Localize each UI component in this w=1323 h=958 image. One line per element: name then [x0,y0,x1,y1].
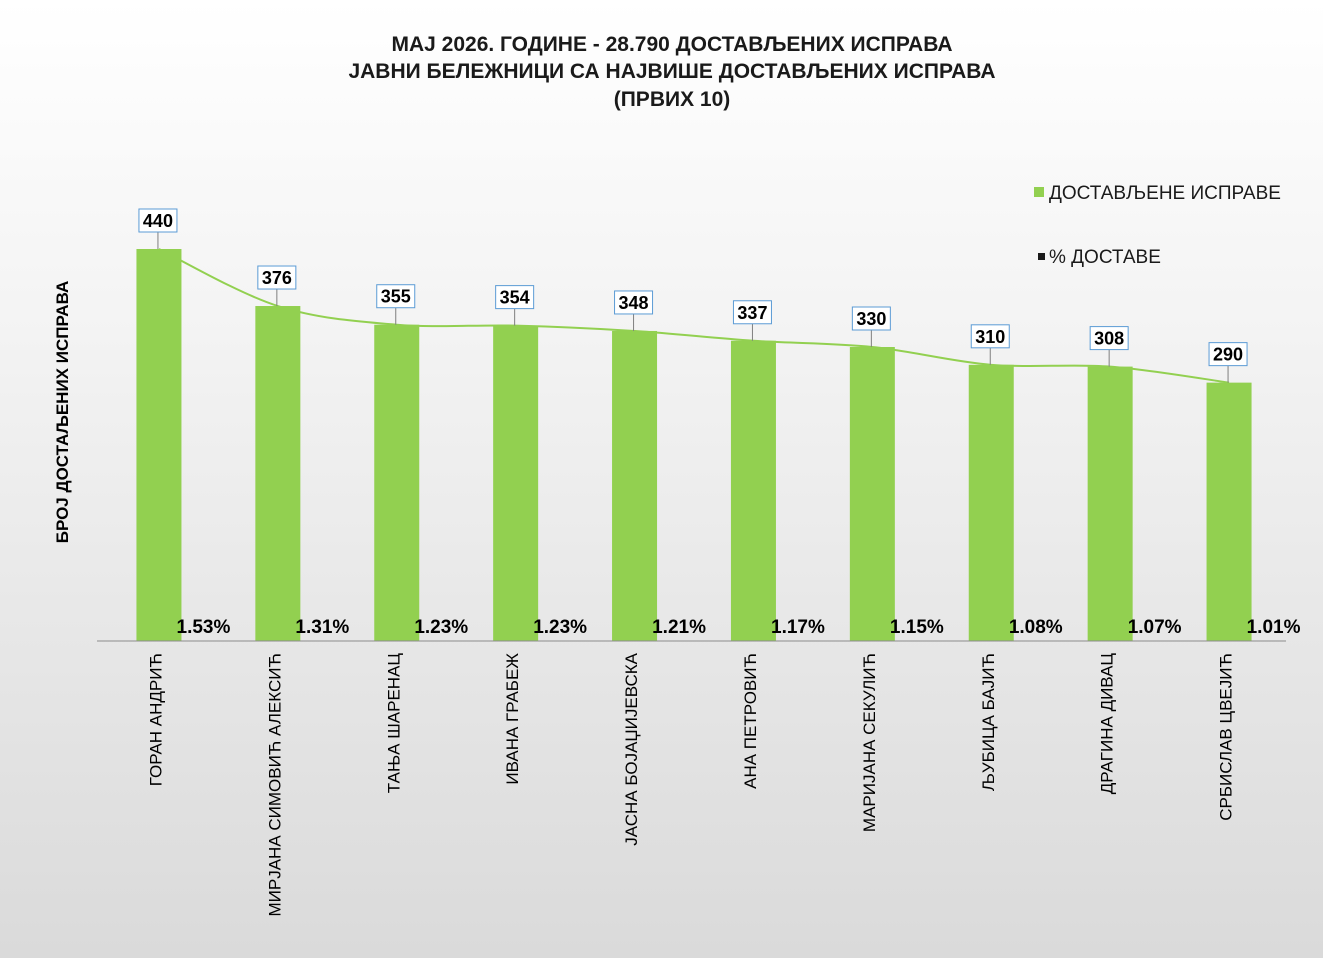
percent-label-5: 1.21% [652,617,706,638]
value-label-1: 440 [138,208,178,233]
value-label-box [495,285,535,310]
category-label-2: МИРЈАНА СИМОВИЋ АЛЕКСИЋ [265,653,284,917]
category-label-3: ТАЊА ШАРЕНАЦ [384,653,403,794]
title-line-2: ЈАВНИ БЕЛЕЖНИЦИ СА НАЈВИШЕ ДОСТАВЉЕНИХ И… [348,60,995,83]
percent-label-1: 1.53% [177,617,231,638]
bar-1 [136,249,182,641]
value-label-text: 308 [1094,329,1124,349]
bar-5 [612,330,658,641]
category-label-5: ЈАСНА БОЈАЏИЈЕВСКА [622,652,641,845]
percent-label-2: 1.31% [295,617,349,638]
legend-label-percent: % ДОСТАВЕ [1049,247,1161,268]
value-label-9: 308 [1089,326,1129,351]
title-line-3: (ПРВИХ 10) [614,88,731,111]
percent-label-3: 1.23% [414,617,468,638]
bar-2 [255,306,301,641]
value-label-box [614,290,654,315]
y-axis-label: БРОЈ ДОСТАЉЕНИХ ИСПРАВА [53,281,72,544]
value-label-2: 376 [257,265,297,290]
value-label-8: 310 [970,324,1010,349]
value-label-text: 354 [500,288,530,308]
category-label-6: АНА ПЕТРОВИЋ [741,653,760,789]
value-label-text: 376 [262,268,292,288]
percent-label-6: 1.17% [771,617,825,638]
value-label-box [970,324,1010,349]
value-label-4: 354 [495,285,535,310]
percent-labels: 1.53% 1.31% 1.23% 1.23% 1.21% 1.17% 1.15% 1.08%… [177,617,1301,638]
bar-3 [374,324,420,641]
trendline [158,248,1230,384]
value-label-box [1208,342,1248,367]
value-label-text: 310 [975,327,1005,347]
bar-7 [849,347,895,641]
value-label-box [376,284,416,309]
legend: ДОСТАВЉЕНЕ ИСПРАВЕ % ДОСТАВЕ [1034,183,1281,268]
leader-lines [157,232,1229,383]
category-label-8: ЉУБИЦА БАЈИЋ [979,653,998,791]
value-label-box [732,300,772,325]
category-label-10: СРБИСЛАВ ЦВЕЈИЋ [1217,653,1236,821]
value-labels: 440 376 355 354 348 337 330 310 308 290 [138,208,1248,367]
bar-8 [968,364,1014,641]
percent-label-8: 1.08% [1009,617,1063,638]
chart-title: МАЈ 2026. ГОДИНЕ - 28.790 ДОСТАВЉЕНИХ ИС… [348,33,995,111]
value-label-text: 337 [737,303,767,323]
value-label-6: 337 [732,300,772,325]
legend-label-delivered: ДОСТАВЉЕНЕ ИСПРАВЕ [1049,183,1281,204]
category-label-1: ГОРАН АНДРИЋ [146,653,165,786]
bar-4 [493,325,539,641]
category-label-4: ИВАНА ГРАБЕЖ [503,653,522,785]
title-line-1: МАЈ 2026. ГОДИНЕ - 28.790 ДОСТАВЉЕНИХ ИС… [391,33,952,56]
value-label-text: 290 [1213,345,1243,365]
value-label-text: 355 [381,287,411,307]
percent-label-4: 1.23% [533,617,587,638]
value-label-7: 330 [851,306,891,331]
bars-group [136,249,1252,641]
category-label-7: МАРИЈАНА СЕКУЛИЋ [860,653,879,832]
percent-label-7: 1.15% [890,617,944,638]
value-label-box [257,265,297,290]
percent-label-10: 1.01% [1247,617,1301,638]
value-label-box [138,208,178,233]
value-label-text: 330 [856,309,886,329]
category-labels: ГОРАН АНДРИЋ МИРЈАНА СИМОВИЋ АЛЕКСИЋ ТАЊА … [146,652,1235,916]
value-label-5: 348 [614,290,654,315]
value-label-box [1089,326,1129,351]
bar-6 [730,340,776,641]
value-label-box [851,306,891,331]
value-label-text: 348 [619,293,649,313]
legend-swatch-delivered [1034,187,1044,197]
bar-9 [1087,366,1133,641]
value-label-text: 440 [143,211,173,231]
legend-swatch-percent [1038,253,1045,260]
value-label-10: 290 [1208,342,1248,367]
percent-label-9: 1.07% [1128,617,1182,638]
bar-10 [1206,382,1252,641]
value-label-3: 355 [376,284,416,309]
category-label-9: ДРАГИНА ДИВАЦ [1098,653,1117,795]
